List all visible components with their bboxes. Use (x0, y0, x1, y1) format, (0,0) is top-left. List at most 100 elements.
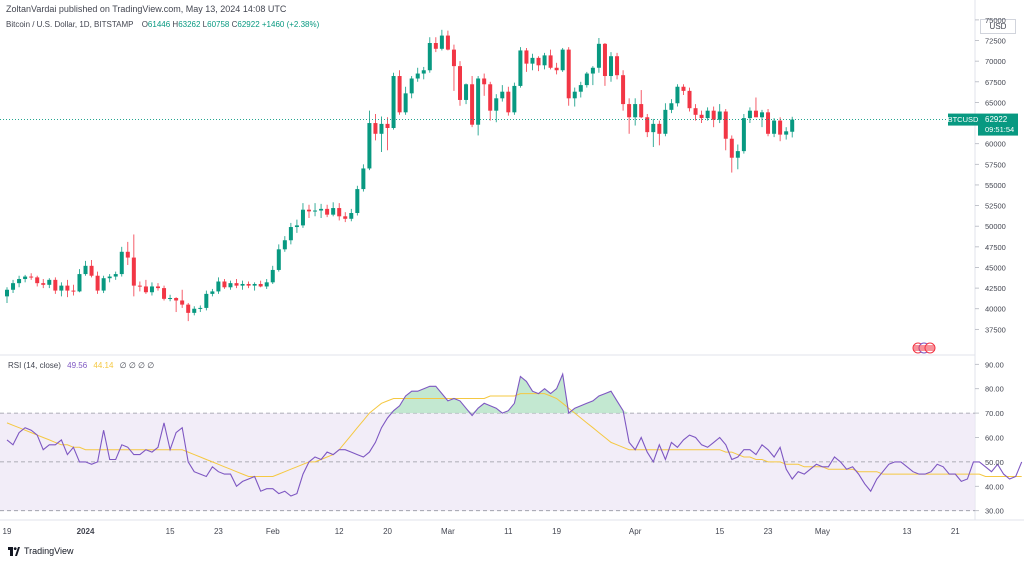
candle-body (367, 123, 372, 169)
candle-body (101, 278, 106, 291)
candle-body (337, 208, 342, 217)
time-tick-label: 12 (335, 527, 344, 536)
candle-body (711, 110, 716, 120)
candle-body (409, 78, 414, 94)
time-tick-label: 11 (504, 527, 513, 536)
time-tick-label: 21 (951, 527, 960, 536)
price-tick-label: 42500 (985, 284, 1006, 293)
low-value: 60758 (207, 20, 230, 29)
price-tick-label: 50000 (985, 222, 1006, 231)
time-tick-label: 23 (214, 527, 223, 536)
candle-body (627, 104, 632, 118)
candle-body (621, 75, 626, 105)
candle-body (71, 290, 76, 292)
candle-body (216, 281, 221, 292)
candle-body (560, 49, 565, 71)
candle-body (415, 73, 420, 79)
candle-body (602, 43, 607, 77)
candle-body (451, 49, 456, 67)
candle-body (240, 283, 245, 286)
price-tick-label: 72500 (985, 37, 1006, 46)
price-grid (975, 19, 979, 330)
candle-body (11, 283, 16, 290)
candle-body (252, 283, 257, 286)
candle-body (790, 119, 795, 132)
rsi-ma-line (6, 393, 1022, 477)
candle-body (681, 86, 686, 91)
close-label: C (231, 20, 238, 29)
candle-body (433, 43, 438, 49)
candle-body (427, 43, 432, 71)
price-tick-label: 52500 (985, 202, 1006, 211)
open-value: 61446 (147, 20, 171, 29)
candle-body (258, 283, 263, 287)
candle-body (464, 84, 469, 100)
candle-body (131, 257, 136, 286)
candle-body (331, 208, 336, 215)
candle-body (77, 274, 82, 292)
candle-body (23, 276, 28, 280)
rsi-layer (6, 372, 1023, 497)
candle-body (391, 76, 396, 129)
candle-body (766, 112, 771, 134)
candle-body (669, 103, 674, 110)
candle-body (578, 85, 583, 92)
candle-body (548, 55, 553, 68)
rsi-band-layer (0, 363, 979, 512)
open-label: O (141, 20, 148, 29)
price-tag-countdown: 09:51:54 (985, 125, 1014, 134)
candle-body (143, 286, 148, 293)
time-tick-label: May (815, 527, 830, 536)
candle-body (35, 277, 40, 284)
tradingview-logo[interactable]: TradingView (8, 546, 74, 556)
candle-body (542, 55, 547, 66)
candle-body (149, 286, 154, 293)
candle-body (270, 269, 275, 283)
candle-body (107, 276, 112, 279)
price-tick-label: 55000 (985, 181, 1006, 190)
time-tick-label: 19 (3, 527, 12, 536)
candle-body (137, 285, 142, 287)
candle-body (234, 283, 239, 286)
flag-icon[interactable] (912, 342, 936, 354)
candle-body (753, 110, 758, 118)
rsi-tick-label: 60.00 (985, 434, 1004, 443)
currency-button[interactable]: USD (980, 19, 1016, 34)
rsi-tick-label: 40.00 (985, 482, 1004, 491)
candle-body (482, 78, 487, 85)
candles-layer (5, 29, 795, 322)
rsi-tick-label: 80.00 (985, 385, 1004, 394)
candle-body (524, 50, 529, 64)
candle-body (705, 110, 710, 119)
candle-body (307, 209, 311, 212)
candle-body (772, 120, 777, 134)
candle-body (29, 276, 34, 278)
candle-body (41, 283, 46, 285)
candle-body (282, 240, 287, 250)
candle-body (403, 93, 408, 113)
candle-body (168, 298, 173, 300)
candle-body (675, 86, 680, 104)
candle-body (313, 210, 318, 212)
candle-body (264, 282, 269, 287)
candle-body (566, 49, 571, 99)
rsi-value: 49.56 (67, 361, 88, 370)
rsi-ma-value: 44.14 (93, 361, 114, 370)
rsi-tick-label: 70.00 (985, 409, 1004, 418)
candle-body (651, 123, 656, 133)
candle-body (325, 208, 330, 215)
candle-body (17, 279, 22, 284)
time-tick-label: 15 (166, 527, 175, 536)
time-tick-label: 19 (552, 527, 561, 536)
time-tick-label: Apr (629, 527, 642, 536)
candle-body (530, 57, 535, 64)
rsi-line (6, 372, 1023, 497)
symbol-title: Bitcoin / U.S. Dollar, 1D, BITSTAMP (6, 20, 134, 29)
candle-body (476, 78, 481, 125)
candle-body (53, 279, 58, 291)
axis-labels: 37500 40000 42500 45000 47500 50000 52500 55000… (3, 16, 1006, 536)
candle-body (113, 274, 118, 277)
candle-body (584, 73, 589, 86)
